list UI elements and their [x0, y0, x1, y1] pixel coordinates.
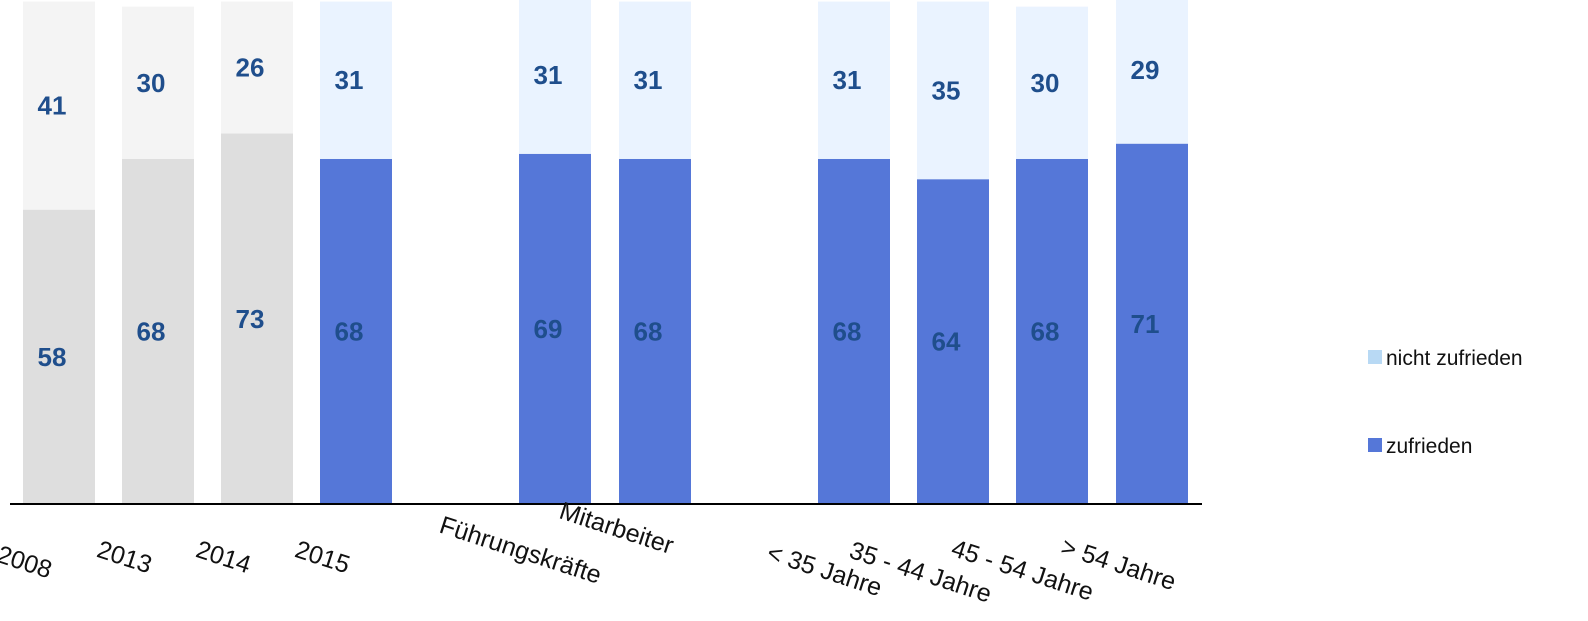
bar-zufrieden-fuehrungskraefte	[519, 153, 591, 504]
bar-zufrieden-lt-35-jahre	[818, 158, 890, 504]
value-label-zufrieden-lt-35-jahre: 68	[833, 316, 862, 346]
value-label-zufrieden-fuehrungskraefte: 69	[534, 314, 563, 344]
x-tick-label-2014: 2014	[193, 535, 255, 579]
bar-nicht-zufrieden-2008	[23, 1, 95, 210]
legend-label-zufrieden: zufrieden	[1386, 435, 1472, 458]
bars-layer	[23, 0, 1188, 505]
bar-zufrieden-2015	[320, 158, 392, 504]
legend: nicht zufrieden zufrieden	[1368, 347, 1523, 458]
bar-nicht-zufrieden-fuehrungskraefte	[519, 0, 591, 154]
legend-label-nicht-zufrieden: nicht zufrieden	[1386, 347, 1523, 370]
value-label-nicht-zufrieden-mitarbeiter: 31	[634, 65, 663, 95]
bar-zufrieden-mitarbeiter	[619, 158, 691, 504]
value-label-zufrieden-35-44-jahre: 64	[932, 327, 961, 357]
bar-zufrieden-2014	[221, 133, 293, 504]
value-label-nicht-zufrieden-2008: 41	[38, 91, 67, 121]
legend-swatch-nicht-zufrieden	[1368, 350, 1382, 364]
value-label-nicht-zufrieden-35-44-jahre: 35	[932, 75, 961, 105]
value-label-zufrieden-2013: 68	[137, 316, 166, 346]
x-tick-label-2013: 2013	[94, 535, 156, 579]
bar-nicht-zufrieden-35-44-jahre	[917, 1, 989, 180]
x-tick-label-2008: 2008	[0, 540, 55, 584]
bar-zufrieden-2008	[23, 209, 95, 504]
bar-nicht-zufrieden-2015	[320, 1, 392, 159]
bar-nicht-zufrieden-2014	[221, 1, 293, 134]
value-label-zufrieden-gt-54-jahre: 71	[1131, 309, 1160, 339]
value-label-zufrieden-2008: 58	[38, 342, 67, 372]
bar-zufrieden-35-44-jahre	[917, 179, 989, 504]
value-label-nicht-zufrieden-lt-35-jahre: 31	[833, 65, 862, 95]
value-label-nicht-zufrieden-45-54-jahre: 30	[1031, 68, 1060, 98]
x-tick-labels: 2008 2013 2014 2015 FührungskräfteMitarbeite…	[0, 497, 1179, 609]
value-label-nicht-zufrieden-2015: 31	[335, 65, 364, 95]
bar-nicht-zufrieden-gt-54-jahre	[1116, 0, 1188, 144]
bar-zufrieden-gt-54-jahre	[1116, 143, 1188, 505]
value-labels-layer: 58 41 68 30 73 26 68 31 69 31 68 31 68 31 64 35 68 30 71 29	[38, 53, 1160, 372]
value-label-nicht-zufrieden-2014: 26	[236, 53, 265, 83]
bar-nicht-zufrieden-2013	[122, 6, 194, 159]
value-label-zufrieden-2015: 68	[335, 316, 364, 346]
value-label-zufrieden-2014: 73	[236, 304, 265, 334]
bar-zufrieden-2013	[122, 158, 194, 504]
value-label-nicht-zufrieden-2013: 30	[137, 68, 166, 98]
x-tick-label-mitarbeiter: Mitarbeiter	[556, 497, 677, 560]
x-tick-label-2015: 2015	[292, 535, 354, 579]
bar-nicht-zufrieden-mitarbeiter	[619, 1, 691, 159]
value-label-nicht-zufrieden-gt-54-jahre: 29	[1131, 55, 1160, 85]
bar-nicht-zufrieden-lt-35-jahre	[818, 1, 890, 159]
value-label-nicht-zufrieden-fuehrungskraefte: 31	[534, 60, 563, 90]
value-label-zufrieden-45-54-jahre: 68	[1031, 316, 1060, 346]
bar-zufrieden-45-54-jahre	[1016, 158, 1088, 504]
legend-swatch-zufrieden	[1368, 438, 1382, 452]
value-label-zufrieden-mitarbeiter: 68	[634, 316, 663, 346]
bar-nicht-zufrieden-45-54-jahre	[1016, 6, 1088, 159]
